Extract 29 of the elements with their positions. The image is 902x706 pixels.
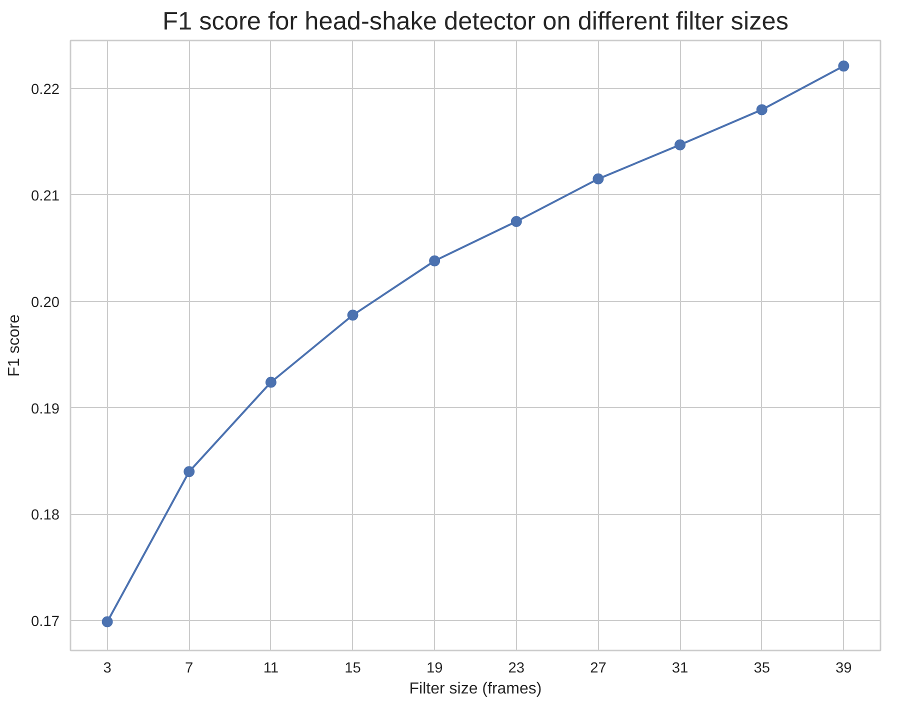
x-tick-label: 27 [590,660,606,676]
y-tick-label: 0.17 [30,614,60,630]
point [592,173,604,184]
point [838,60,850,72]
point [184,466,195,478]
x-tick-label: 35 [754,660,770,676]
point [510,216,522,227]
x-axis-title: Filter size (frames) [409,680,542,698]
x-tick-label: 3 [103,660,112,676]
y-axis-title: F1 score [6,314,23,377]
x-tick-label: 15 [344,660,361,676]
y-tick-label: 0.19 [30,401,60,418]
point [429,255,440,266]
x-tick-label: 39 [836,660,852,676]
y-tick-label: 0.22 [30,82,60,98]
x-tick-label: 19 [426,660,443,676]
x-tick-label: 11 [263,660,279,676]
point [102,616,113,628]
x-tick-label: 23 [508,660,525,676]
y-tick-label: 0.20 [30,294,60,311]
point [265,376,276,388]
y-tick-label: 0.21 [30,188,60,204]
point [756,104,768,116]
chart-title: F1 score for head-shake detector on different filter sizes [162,8,789,36]
y-tick-label: 0.18 [30,508,60,524]
point [674,139,686,150]
x-tick-label: 7 [185,660,194,676]
point [347,310,358,321]
x-tick-label: 31 [672,660,688,676]
